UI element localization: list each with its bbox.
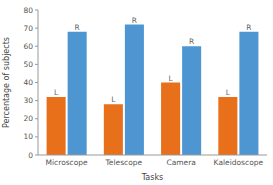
y-tick	[35, 10, 38, 11]
y-tick-label: 60	[23, 42, 33, 51]
y-tick	[35, 46, 38, 47]
chart: L L L L R R R R 0 10 20 30 40 50 60 70 80 Microscope Teles…	[0, 0, 273, 185]
y-tick-label: 30	[23, 96, 33, 105]
bar	[47, 97, 66, 155]
bar	[104, 104, 123, 155]
bar	[125, 25, 144, 156]
x-axis-line	[38, 155, 267, 156]
x-tick-label: Kaleidoscope	[214, 158, 264, 167]
bar-series-label: R	[75, 23, 80, 32]
bar-series-label: L	[169, 74, 174, 83]
x-tick-label: Telescope	[105, 158, 143, 167]
y-tick	[35, 155, 38, 156]
y-tick-label: 40	[23, 78, 33, 87]
bar-series-label: R	[189, 37, 194, 46]
bar-annotations: L L L L R R R R	[54, 16, 251, 105]
bars	[47, 25, 259, 156]
y-tick	[35, 118, 38, 119]
y-tick	[35, 64, 38, 65]
y-axis-label: Percentage of subjects	[2, 37, 11, 128]
y-tick-label: 50	[23, 60, 33, 69]
bar	[239, 32, 258, 155]
bar-series-label: R	[132, 16, 137, 25]
x-axis-label: Tasks	[141, 173, 163, 182]
bar-series-label: R	[246, 23, 251, 32]
bar	[182, 46, 201, 155]
bar-series-label: L	[111, 95, 116, 104]
y-tick	[35, 136, 38, 137]
y-tick	[35, 100, 38, 101]
y-tick	[35, 82, 38, 83]
y-tick	[35, 28, 38, 29]
y-tick-label: 80	[23, 6, 33, 15]
y-tick-label: 0	[28, 151, 33, 160]
bar	[68, 32, 87, 155]
bar-series-label: L	[54, 88, 59, 97]
y-tick-label: 70	[23, 24, 33, 33]
bar-series-label: L	[226, 88, 231, 97]
y-tick-label: 10	[23, 132, 33, 141]
x-tick-label: Microscope	[46, 158, 89, 167]
bar	[161, 83, 180, 156]
y-tick-label: 20	[23, 114, 33, 123]
bar	[218, 97, 237, 155]
x-tick-label: Camera	[166, 158, 195, 167]
